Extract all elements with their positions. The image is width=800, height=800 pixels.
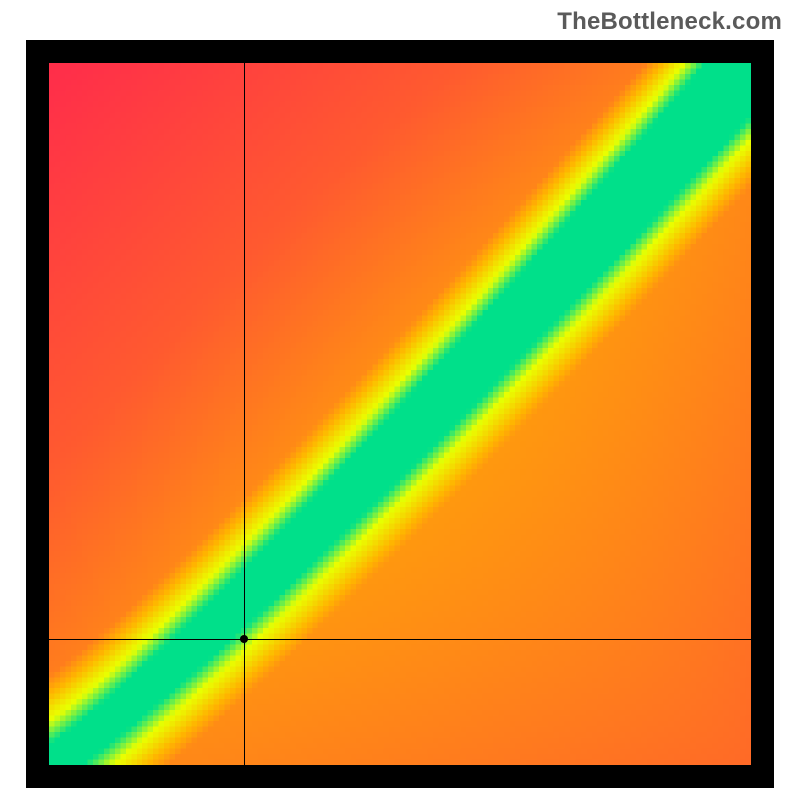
heatmap-frame	[26, 40, 774, 788]
heatmap-plot-area	[49, 63, 751, 765]
marker-dot	[240, 635, 248, 643]
crosshair-vertical	[244, 63, 245, 765]
watermark-text: TheBottleneck.com	[557, 8, 782, 36]
heatmap-canvas	[49, 63, 751, 765]
crosshair-horizontal	[49, 639, 751, 640]
